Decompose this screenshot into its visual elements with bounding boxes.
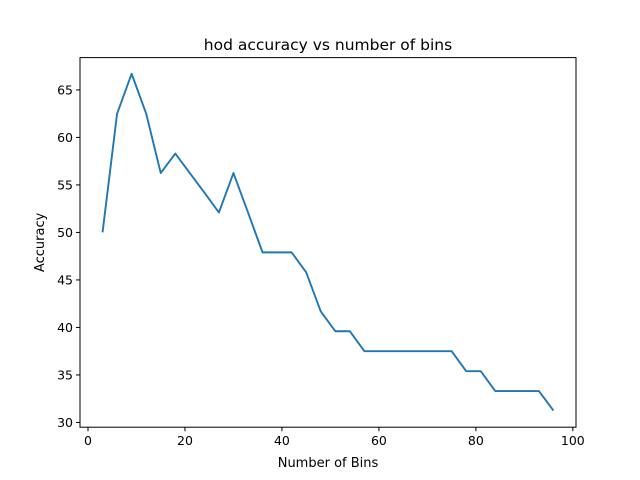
series-line-0: [101, 72, 555, 412]
x-tick-label: 100: [561, 433, 585, 448]
y-axis: 30 35 40 45 50 55 60 65: [57, 82, 80, 430]
x-axis: 0 20 40 60 80 100: [84, 427, 585, 448]
y-tick-label: 45: [57, 272, 73, 287]
y-tick-label: 30: [57, 415, 73, 430]
y-tick-label: 55: [57, 177, 73, 192]
plot-area: [101, 72, 555, 412]
x-tick-label: 0: [84, 433, 92, 448]
plot-frame: [79, 57, 577, 428]
y-axis-label: Accuracy: [33, 212, 48, 272]
y-tick-label: 40: [57, 320, 73, 335]
x-axis-label: Number of Bins: [278, 456, 379, 471]
y-tick-label: 35: [57, 367, 73, 382]
y-tick-label: 60: [57, 130, 73, 145]
y-tick-label: 65: [57, 82, 73, 97]
y-tick-label: 50: [57, 225, 73, 240]
x-tick-label: 80: [468, 433, 484, 448]
x-tick-label: 60: [371, 433, 387, 448]
x-tick-label: 20: [177, 433, 193, 448]
x-tick-label: 40: [274, 433, 290, 448]
chart-title: hod accuracy vs number of bins: [204, 36, 452, 54]
